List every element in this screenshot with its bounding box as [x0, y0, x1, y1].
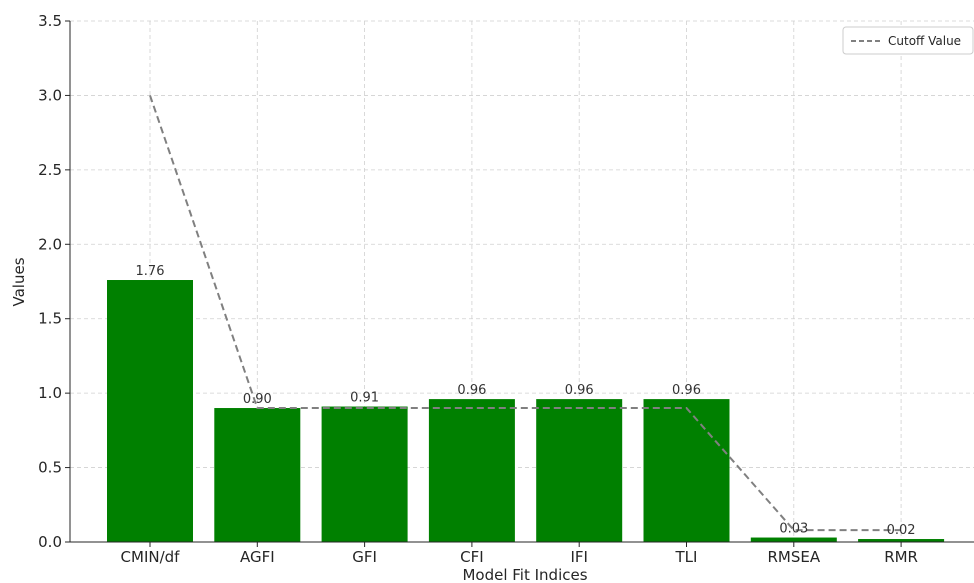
bar-gfi [321, 406, 408, 542]
bar-cmin-df [107, 280, 193, 542]
bar-cfi [428, 399, 515, 542]
bar-rmsea [750, 537, 837, 542]
bars [107, 280, 945, 542]
bar-agfi [214, 408, 301, 542]
grid-lines [70, 20, 974, 543]
y-tick-label: 2.0 [38, 235, 62, 253]
x-tick-label: TLI [675, 548, 698, 566]
bar-value-label: 0.03 [779, 522, 808, 537]
bar-value-label: 0.96 [457, 383, 486, 398]
x-tick-label: CFI [460, 548, 484, 566]
y-tick-label: 3.0 [38, 86, 62, 104]
x-tick-label: CMIN/df [121, 548, 181, 566]
x-tick-label: RMR [884, 548, 918, 566]
y-tick-label: 2.5 [38, 161, 62, 179]
x-axis-title: Model Fit Indices [462, 566, 587, 583]
axes [65, 20, 974, 547]
x-tick-label: IFI [570, 548, 587, 566]
x-tick-label: GFI [352, 548, 377, 566]
y-tick-label: 1.5 [38, 310, 62, 328]
cutoff-line-group [149, 95, 902, 532]
y-tick-label: 3.5 [38, 12, 62, 30]
bar-value-label: 0.96 [672, 383, 701, 398]
bar-value-label: 0.90 [243, 392, 272, 407]
y-tick-label: 0.5 [38, 459, 62, 477]
legend-box [842, 26, 974, 55]
bar-value-label: 0.02 [887, 523, 916, 538]
bar-value-labels: 1.76 0.90 0.91 0.96 0.96 0.96 0.03 0.02 [136, 264, 916, 538]
bar-rmr [858, 539, 945, 542]
y-tick-label: 1.0 [38, 384, 62, 402]
bar-value-label: 1.76 [136, 264, 165, 279]
cutoff-line [149, 95, 902, 532]
bar-tli [643, 399, 730, 542]
bar-ifi [536, 399, 623, 542]
bar-value-label: 0.96 [565, 383, 594, 398]
bar-value-label: 0.91 [350, 391, 379, 406]
legend-cutoff-label: Cutoff Value [888, 34, 961, 48]
y-axis-title: Values [10, 257, 28, 306]
x-tick-labels: CMIN/df AGFI GFI CFI IFI TLI RMSEA RMR [121, 548, 918, 566]
x-tick-label: RMSEA [767, 548, 820, 566]
legend: Cutoff Value [842, 26, 974, 55]
x-tick-label: AGFI [240, 548, 275, 566]
y-tick-labels: 0.0 0.5 1.0 1.5 2.0 2.5 3.0 3.5 [38, 12, 62, 551]
y-tick-label: 0.0 [38, 533, 62, 551]
